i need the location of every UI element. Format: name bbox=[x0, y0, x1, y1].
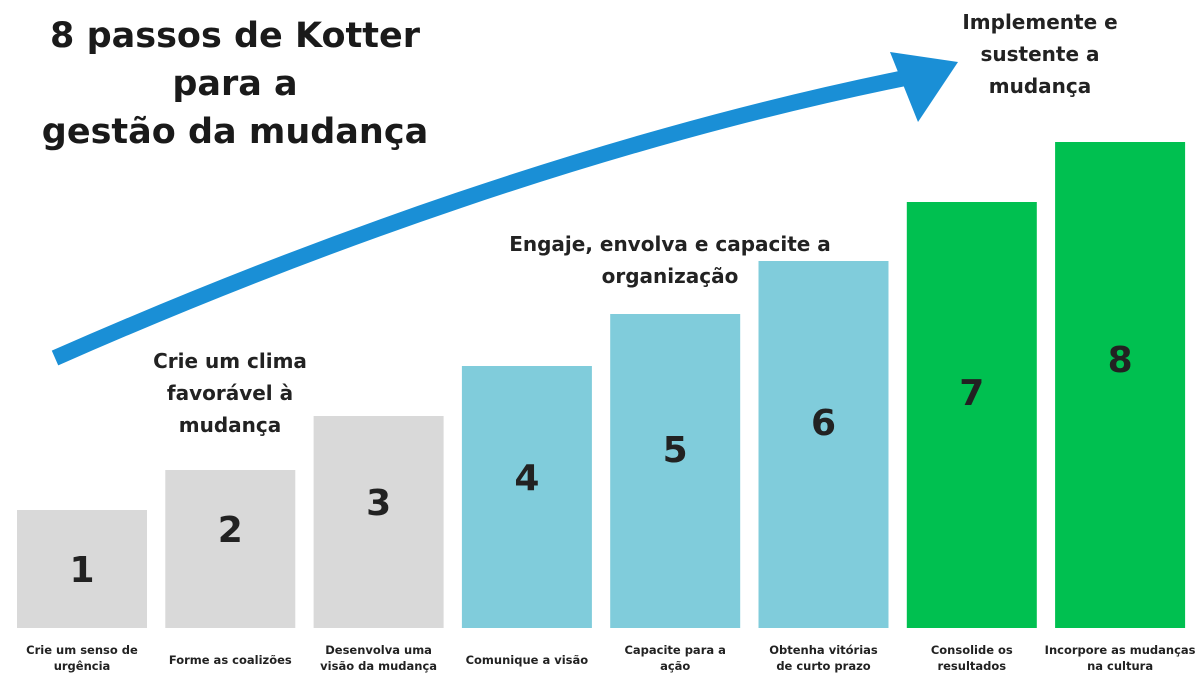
step-label: Crie um senso de urgência bbox=[5, 642, 159, 674]
group-label-line: mudança bbox=[178, 413, 282, 437]
step-label-line: resultados bbox=[937, 659, 1007, 673]
step-label: Forme as coalizões bbox=[153, 652, 307, 668]
step-bar bbox=[313, 416, 444, 628]
group-label-line: sustente a bbox=[980, 42, 1100, 66]
step-number: 4 bbox=[514, 458, 540, 499]
step-label-line: na cultura bbox=[1087, 659, 1154, 673]
step-bar bbox=[1055, 142, 1186, 628]
step-label-line: Forme as coalizões bbox=[168, 653, 292, 667]
step-bar bbox=[906, 202, 1037, 628]
group-label: Implemente e sustente a mudança bbox=[935, 6, 1145, 102]
step-label: Incorpore as mudanças na cultura bbox=[1043, 642, 1197, 674]
step-label-line: Consolide os bbox=[930, 643, 1013, 657]
step-label-line: visão da mudança bbox=[320, 659, 438, 673]
step-number: 3 bbox=[366, 483, 392, 524]
step-label: Desenvolva uma visão da mudança bbox=[302, 642, 456, 674]
group-label: Engaje, envolva e capacite a organização bbox=[490, 228, 850, 292]
step-label-line: de curto prazo bbox=[776, 659, 871, 673]
step-bar bbox=[610, 314, 741, 628]
step-label-line: Comunique a visão bbox=[465, 653, 589, 667]
step-label: Obtenha vitórias de curto prazo bbox=[747, 642, 901, 674]
step-label: Comunique a visão bbox=[450, 652, 604, 668]
arrow-head bbox=[890, 52, 958, 122]
title-line: 8 passos de Kotter para a bbox=[50, 16, 420, 104]
group-label-line: Implemente e bbox=[962, 10, 1118, 34]
step-label-line: Obtenha vitórias bbox=[769, 643, 878, 657]
step-number: 1 bbox=[69, 550, 95, 591]
group-label: Crie um clima favorável à mudança bbox=[115, 345, 345, 441]
step-number: 7 bbox=[959, 373, 985, 414]
step-number: 2 bbox=[217, 510, 243, 551]
step-label: Capacite para a ação bbox=[598, 642, 752, 674]
group-label-line: mudança bbox=[988, 74, 1092, 98]
group-label-line: favorável à bbox=[166, 381, 294, 405]
progress-arrow bbox=[51, 70, 907, 366]
title: 8 passos de Kotter para a gestão da muda… bbox=[0, 12, 470, 156]
step-number: 5 bbox=[662, 430, 688, 471]
step-label-line: Capacite para a bbox=[624, 643, 726, 657]
step-bar bbox=[165, 470, 296, 628]
step-number: 6 bbox=[810, 403, 837, 444]
title-line: gestão da mudança bbox=[41, 112, 429, 152]
step-label-line: urgência bbox=[53, 659, 111, 673]
step-label: Consolide os resultados bbox=[895, 642, 1049, 674]
group-label-line: Crie um clima bbox=[153, 349, 307, 373]
step-label-line: Incorpore as mudanças bbox=[1044, 643, 1196, 657]
step-bar bbox=[461, 366, 592, 628]
group-label-line: Engaje, envolva e capacite a bbox=[509, 232, 831, 256]
step-bar bbox=[17, 510, 147, 628]
group-label-line: organização bbox=[601, 264, 739, 288]
step-label-line: Desenvolva uma bbox=[325, 643, 432, 657]
step-bar bbox=[758, 261, 889, 628]
step-label-line: Crie um senso de bbox=[26, 643, 138, 657]
step-number: 8 bbox=[1107, 340, 1133, 381]
step-label-line: ação bbox=[660, 659, 691, 673]
